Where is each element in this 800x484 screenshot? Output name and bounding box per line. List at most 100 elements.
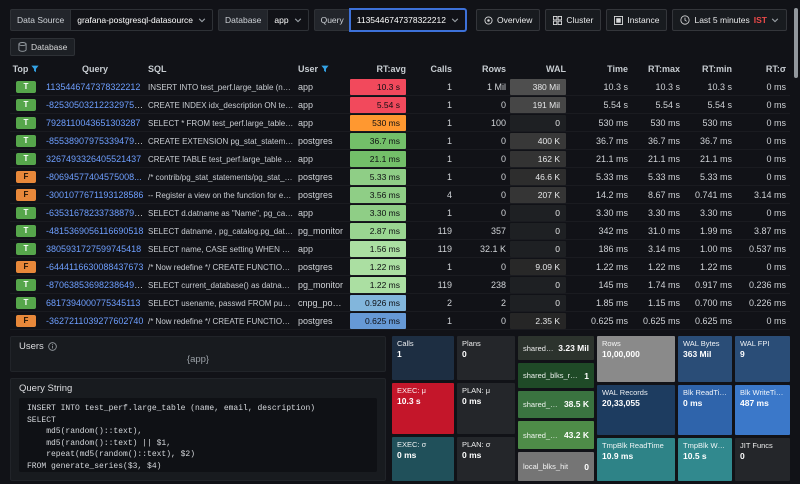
cluster-button[interactable]: Cluster [545,9,602,31]
query-id-link[interactable]: 1135446747378322212 [46,82,141,92]
stat-tmpblk-writetime[interactable]: TmpBlk WriteTime10.5 s [678,438,732,481]
column-label: Rows [481,64,506,74]
rt-sigma-cell: 0.236 ms [748,280,786,290]
column-header-time[interactable]: Time [570,64,628,74]
stat-wal-records[interactable]: WAL Records 20,33,055 [597,385,675,436]
time-cell: 145 ms [598,280,628,290]
rt-sigma-cell: 0 ms [766,154,786,164]
time-cell: 3.30 ms [595,208,628,218]
sql-cell: SELECT datname , pg_catalog.pg_databas [148,226,294,236]
subnav: Database [10,38,790,56]
column-header-calls[interactable]: Calls [410,64,452,74]
data-source-picker[interactable]: Data Source grafana-postgresql-datasourc… [10,9,214,31]
time-cell: 10.3 s [603,82,628,92]
query-id-link[interactable]: -4815369056116690518 [46,226,144,236]
query-id-link[interactable]: -8706385369823864977 [46,280,144,290]
query-id-link[interactable]: -8253050321223297587 [46,100,144,110]
overview-button[interactable]: Overview [475,9,541,31]
rt-sigma-cell: 0.226 ms [748,298,786,308]
instance-button[interactable]: Instance [606,9,668,31]
cluster-label: Cluster [566,15,594,25]
stat-label: PLAN: μ [462,385,491,395]
instance-icon [614,15,624,25]
rows-cell: 32.1 K [479,244,506,254]
stat-wal-bytes[interactable]: WAL Bytes 363 Mil [678,336,732,383]
query-id-link[interactable]: -6444116630088437673 [46,262,144,272]
stat-jit-funcs[interactable]: JIT Funcs 0 [735,438,790,481]
stat-rows[interactable]: Rows 10,00,000 [597,336,675,383]
sql-cell: INSERT INTO test_perf.large_table (name, [148,82,294,92]
rows-cell: 0 [500,190,506,200]
table-row: T -8253050321223297587 CREATE INDEX idx_de… [10,96,790,114]
top-cell: T [10,99,42,111]
stat-shared-blks-hit[interactable]: shared_blks_hit3.23 Mil [518,336,594,361]
stat-shared-blks-dirtied[interactable]: shared_blks_dirtied38.5 K [518,390,594,418]
stat-value: 9 [740,349,745,359]
toolbar: Data Source grafana-postgresql-datasourc… [10,8,790,32]
calls-cell: 1 [446,154,452,164]
wal-cell: 0 [510,241,566,257]
column-label: Calls [430,64,452,74]
column-header-top[interactable]: Top [10,64,42,74]
stat-label: Plans [462,339,481,348]
calls-cell: 4 [446,190,452,200]
stat-value: 0 ms [462,395,482,406]
query-picker[interactable]: Query 1135446747378322212 [313,9,466,31]
data-source-label: Data Source [10,9,71,31]
query-id-link[interactable]: 7928110043651303287 [46,118,141,128]
rt-avg-cell: 1.22 ms [350,259,406,275]
rt-max-cell: 8.67 ms [647,190,680,200]
query-id-link[interactable]: -8553890797533947962 [46,136,144,146]
rt-avg-cell: 36.7 ms [350,133,406,149]
query-id-link[interactable]: -3627211039277602740 [46,316,144,326]
stat-label: Blk ReadTime [683,388,727,398]
sql-cell: CREATE TABLE test_perf.large_table ( id … [148,154,294,164]
database-tag-button[interactable]: Database [10,38,76,56]
user-cell: app [298,208,314,218]
column-header-query[interactable]: Query [46,64,144,74]
stat-blk-readtime[interactable]: Blk ReadTime 0 ms [678,385,732,436]
stat-value: 20,33,055 [602,398,640,409]
stat-value: 10.3 s [397,395,421,406]
filter-icon[interactable] [321,65,329,73]
rt-min-cell: 0.917 ms [694,280,732,290]
stat-tmpblk-readtime[interactable]: TmpBlk ReadTime 10.9 ms [597,438,675,481]
query-string-panel: Query String INSERT INTO test_perf.large… [10,378,386,481]
scrollbar-thumb[interactable] [794,8,798,78]
stat-local-blks-hit[interactable]: local_blks_hit 0 [518,452,594,481]
stat-shared-blks-written[interactable]: shared_blks_written43.2 K [518,420,594,450]
info-icon[interactable] [47,342,57,351]
column-header-rt-avg[interactable]: RT:avg [350,64,406,74]
stat-exec[interactable]: EXEC: μ 10.3 s [392,382,454,435]
column-header-rt[interactable]: RT:σ [736,64,786,74]
calls-cell: 1 [446,262,452,272]
column-header-rows[interactable]: Rows [456,64,506,74]
query-id-link[interactable]: 3805931727599745418 [46,244,142,254]
query-id-link[interactable]: -80694577404575008... [46,172,142,182]
column-header-wal[interactable]: WAL [510,64,566,74]
column-label: RT:max [647,64,680,74]
column-header-rt-min[interactable]: RT:min [684,64,732,74]
column-header-sql[interactable]: SQL [148,64,294,74]
stat-calls[interactable]: Calls 1 [392,336,454,380]
query-id-link[interactable]: -3001077671193128586 [46,190,144,200]
time-range-picker[interactable]: Last 5 minutes IST [672,9,787,31]
top-badge: T [16,117,36,129]
rt-max-cell: 36.7 ms [647,136,680,146]
stat-blk-writetime[interactable]: Blk WriteTime 487 ms [735,385,790,436]
query-id-link[interactable]: 6817394000775345113 [46,298,141,308]
stat-shared-blks-read[interactable]: shared_blks_read 1 [518,363,594,388]
stat-plans[interactable]: Plans 0 [457,336,515,380]
database-picker[interactable]: Database app [218,9,309,31]
wal-cell: 380 Mil [510,79,566,95]
column-header-user[interactable]: User [298,64,346,74]
query-id-link[interactable]: -6353167823373887919 [46,208,144,218]
stat-wal-fpi[interactable]: WAL FPI 9 [735,336,790,383]
filter-icon[interactable] [31,65,40,73]
column-header-rt-max[interactable]: RT:max [632,64,680,74]
rt-avg-cell: 1.56 ms [350,241,406,257]
query-id-link[interactable]: 3267493326405521437 [46,154,142,164]
